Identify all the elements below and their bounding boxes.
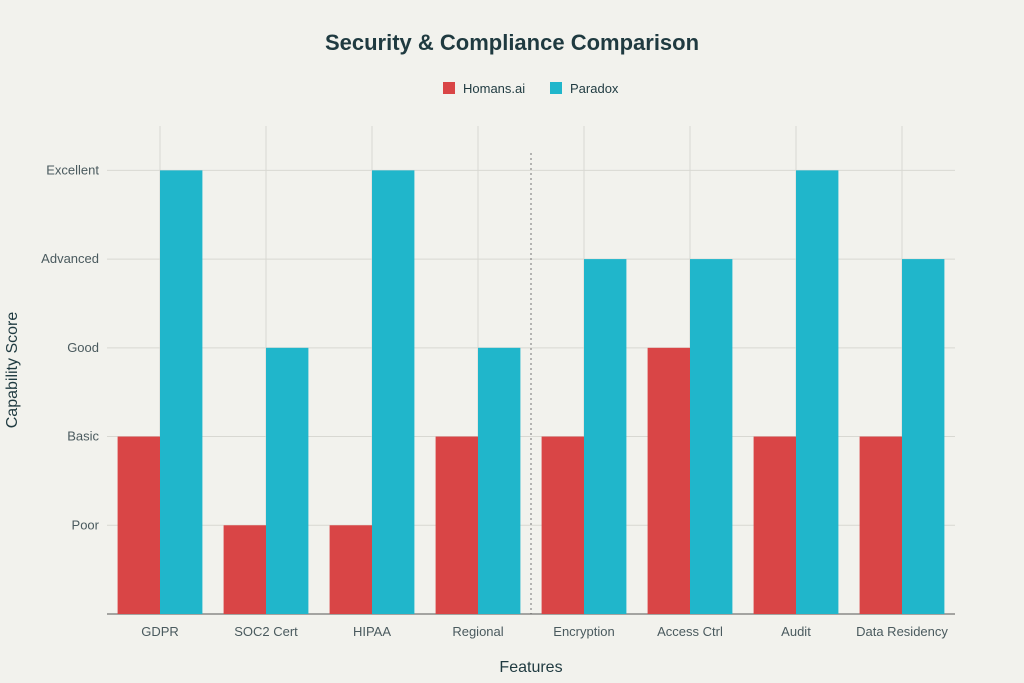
x-tick-label: Audit bbox=[781, 624, 811, 639]
bar-homans-ai-access-ctrl bbox=[647, 347, 690, 614]
y-tick-label: Excellent bbox=[46, 162, 99, 177]
x-tick-label: HIPAA bbox=[353, 624, 391, 639]
x-tick-label: SOC2 Cert bbox=[234, 624, 298, 639]
x-tick-label: GDPR bbox=[141, 624, 179, 639]
legend-swatch bbox=[443, 82, 455, 94]
x-axis-title: Features bbox=[499, 659, 562, 676]
legend-label: Homans.ai bbox=[463, 81, 525, 96]
y-tick-label: Advanced bbox=[41, 251, 99, 266]
x-tick-label: Access Ctrl bbox=[657, 624, 723, 639]
x-axis-ticks: GDPR SOC2 Cert HIPAA Regional Encryption Acce… bbox=[141, 624, 948, 639]
x-tick-label: Encryption bbox=[553, 624, 614, 639]
chart-title: Security & Compliance Comparison bbox=[325, 30, 699, 55]
bar-paradox-soc2-cert bbox=[266, 347, 309, 614]
bar-paradox-hipaa bbox=[372, 170, 415, 614]
y-tick-label: Basic bbox=[67, 429, 99, 444]
bar-paradox-data-residency bbox=[902, 259, 945, 614]
bar-homans-ai-regional bbox=[435, 436, 478, 614]
x-tick-label: Regional bbox=[452, 624, 503, 639]
legend-swatch bbox=[550, 82, 562, 94]
legend: Homans.ai Paradox bbox=[443, 81, 619, 96]
bars bbox=[117, 170, 945, 614]
y-axis-title: Capability Score bbox=[4, 312, 21, 429]
legend-label: Paradox bbox=[570, 81, 619, 96]
y-tick-label: Poor bbox=[72, 517, 100, 532]
bar-homans-ai-soc2-cert bbox=[223, 525, 266, 614]
bar-homans-ai-data-residency bbox=[859, 436, 902, 614]
bar-paradox-audit bbox=[796, 170, 839, 614]
bar-paradox-access-ctrl bbox=[690, 259, 733, 614]
bar-homans-ai-gdpr bbox=[117, 436, 160, 614]
x-tick-label: Data Residency bbox=[856, 624, 948, 639]
bar-paradox-regional bbox=[478, 347, 521, 614]
y-tick-label: Good bbox=[67, 340, 99, 355]
bar-paradox-gdpr bbox=[160, 170, 203, 614]
bar-paradox-encryption bbox=[584, 259, 627, 614]
bar-homans-ai-encryption bbox=[541, 436, 584, 614]
bar-homans-ai-hipaa bbox=[329, 525, 372, 614]
bar-homans-ai-audit bbox=[753, 436, 796, 614]
y-axis-ticks: Poor Basic Good Advanced Excellent bbox=[41, 162, 99, 532]
